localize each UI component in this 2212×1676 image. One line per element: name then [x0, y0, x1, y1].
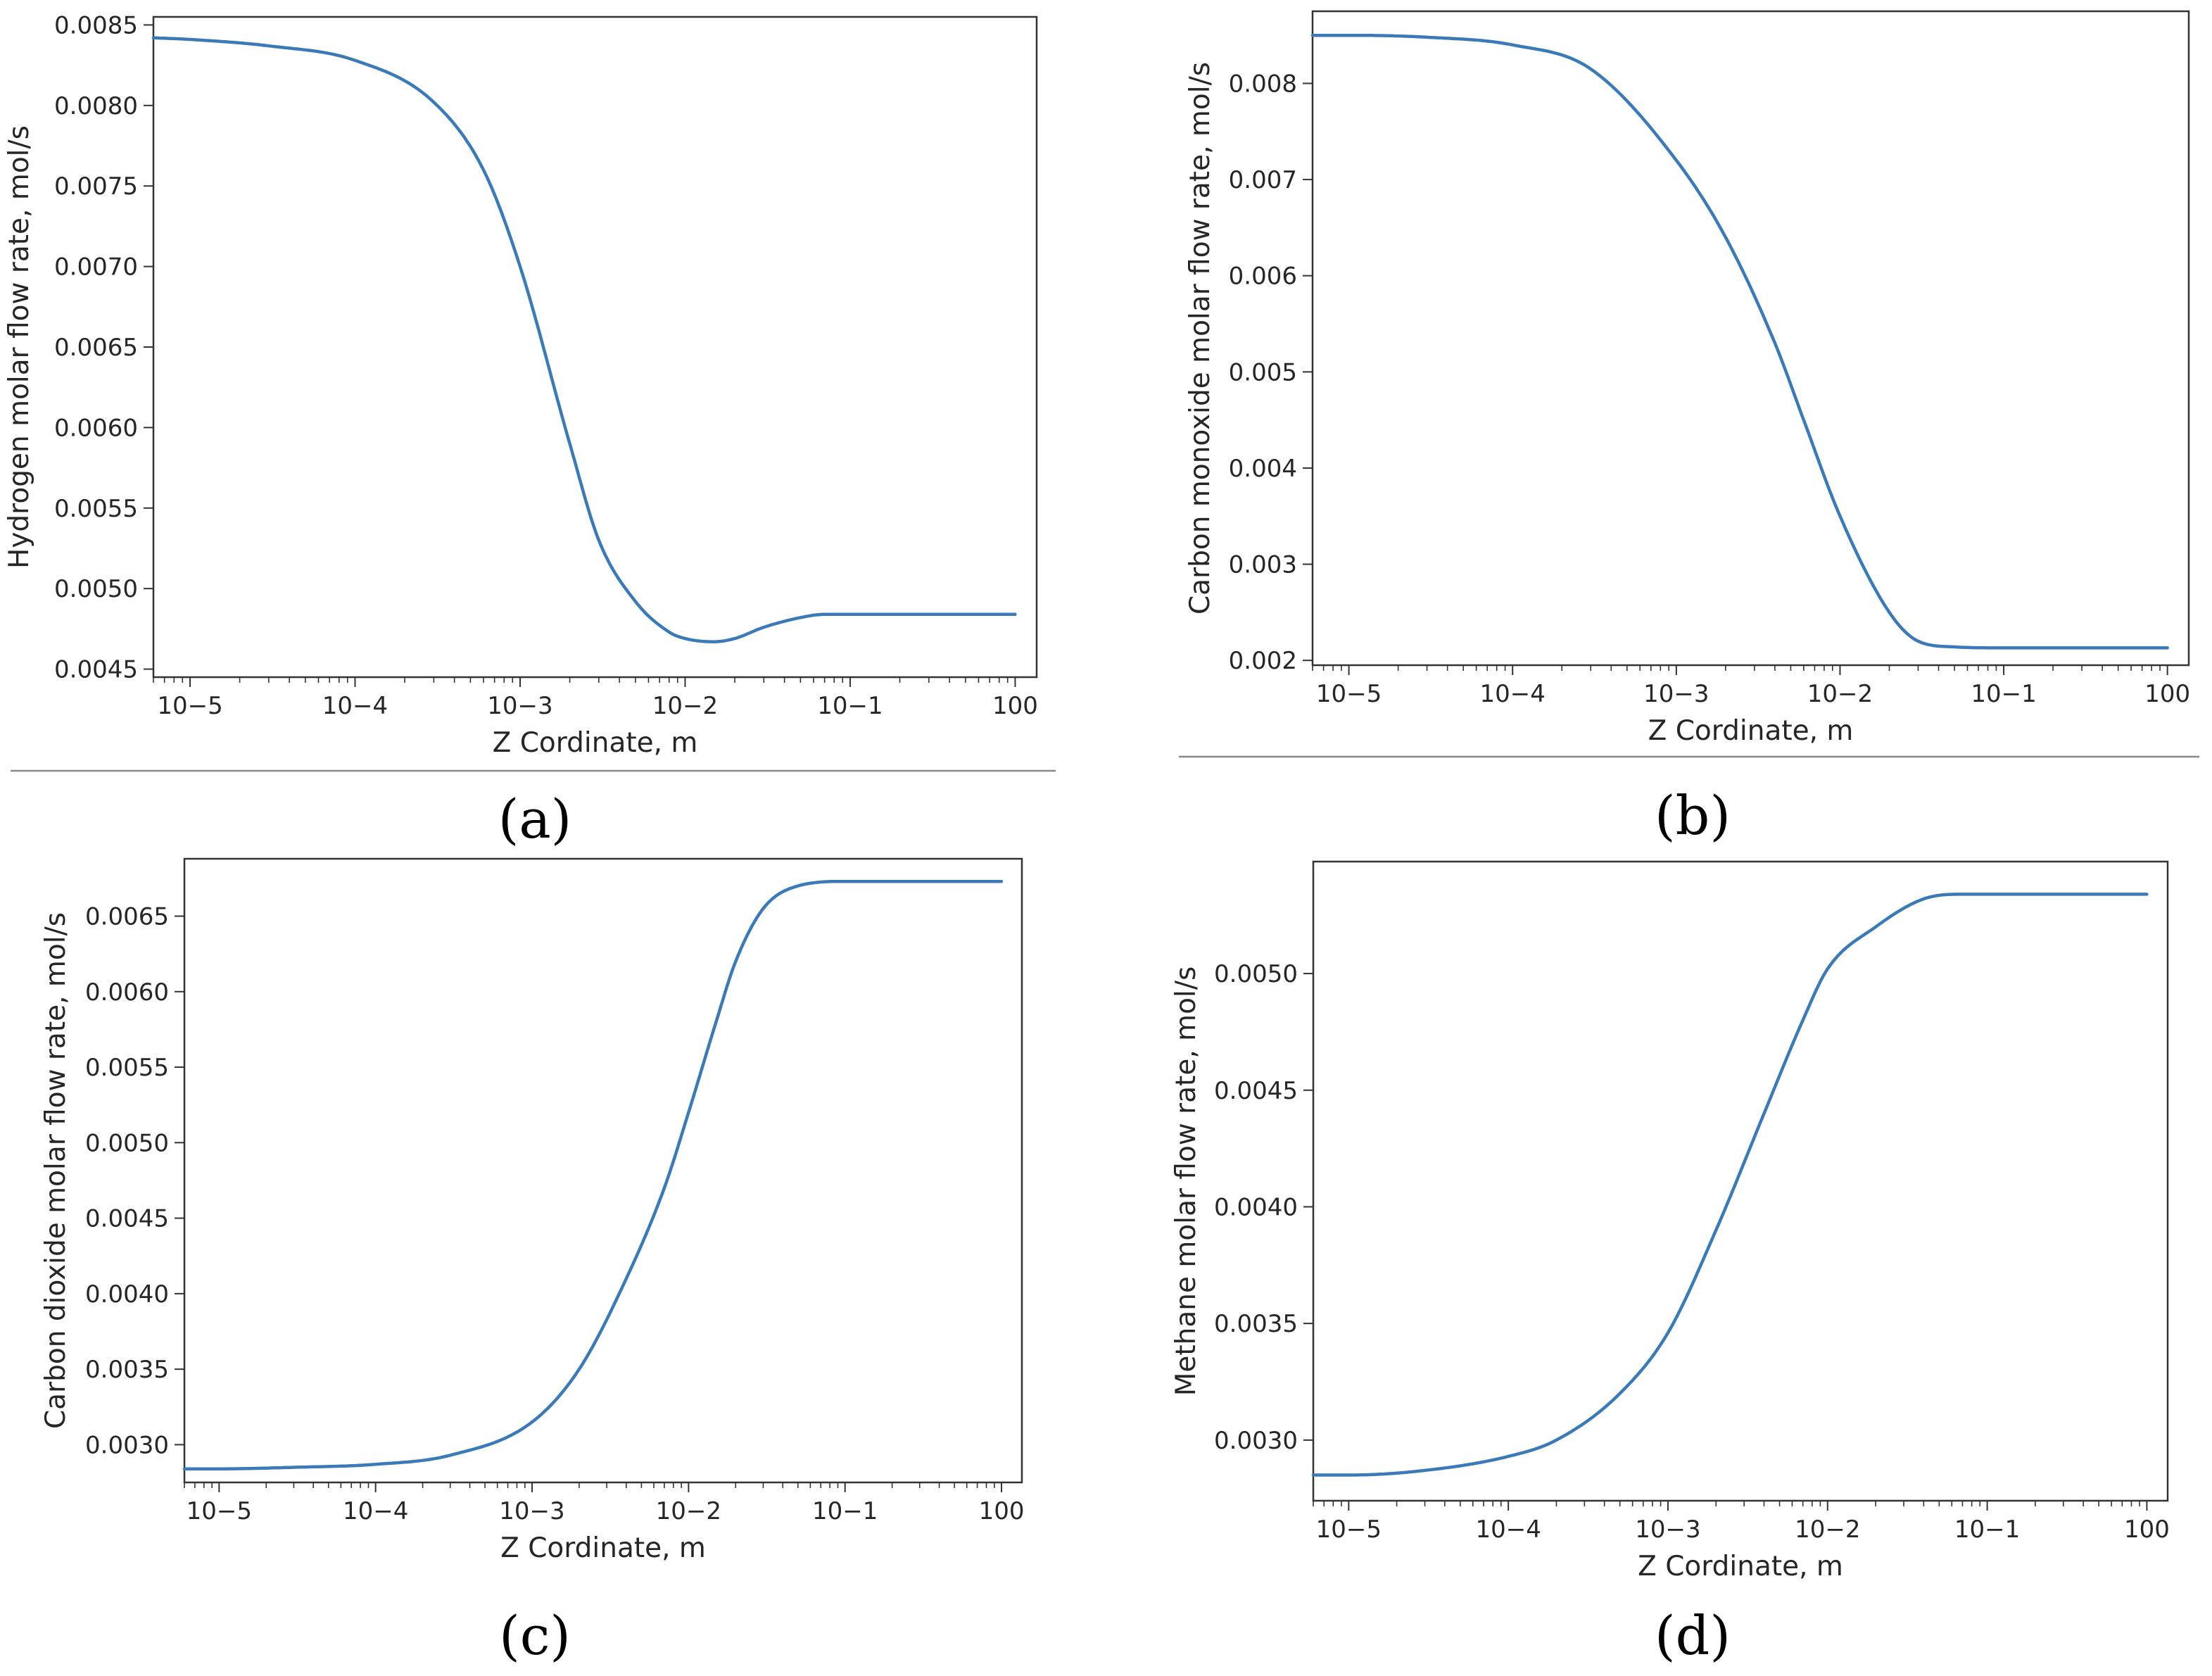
panel-a: 10−5 10−4 10−3 10−2 10−1 100 0.0045 0.0050 0.005…: [4, 11, 1038, 759]
x-tick-label: 10−5: [187, 1497, 252, 1525]
x-tick-label: 10−4: [343, 1497, 408, 1525]
series-line: [1311, 893, 2149, 1477]
x-axis-label: Z Cordinate, m: [493, 727, 698, 759]
series-line: [151, 36, 1017, 643]
y-tick-label: 0.0050: [85, 1129, 169, 1157]
y-axis-label: Hydrogen molar flow rate, mol/s: [4, 125, 35, 569]
x-tick-label: 10−4: [1480, 680, 1546, 708]
y-tick-label: 0.004: [1229, 455, 1297, 483]
y-tick-label: 0.007: [1229, 166, 1297, 194]
caption-c: (c): [499, 1604, 571, 1667]
series-line: [1310, 33, 2169, 650]
plot-frame: [1312, 860, 2169, 1502]
y-tick-label: 0.0065: [54, 334, 138, 362]
plot-frame: [1311, 10, 2190, 667]
x-tick-label: 100: [2144, 680, 2190, 708]
y-tick-label: 0.006: [1229, 263, 1297, 291]
x-axis-label: Z Cordinate, m: [1638, 1551, 1843, 1582]
y-axis-label: Carbon monoxide molar flow rate, mol/s: [1184, 62, 1216, 615]
x-tick-label: 10−3: [1635, 1516, 1700, 1544]
y-tick-label: 0.0065: [85, 903, 169, 931]
panel-d: 10−5 10−4 10−3 10−2 10−1 100 0.0030 0.0035 0.004…: [1170, 860, 2170, 1582]
x-tick-label: 100: [979, 1497, 1025, 1525]
y-tick-label: 0.0030: [85, 1431, 169, 1459]
caption-b: (b): [1655, 784, 1731, 847]
y-tick-label: 0.0050: [1214, 960, 1298, 988]
x-tick-label: 10−1: [817, 692, 883, 720]
x-axis-label: Z Cordinate, m: [1648, 715, 1854, 747]
y-tick-label: 0.002: [1229, 647, 1297, 675]
x-tick-label: 10−4: [1475, 1516, 1541, 1544]
x-tick-label: 10−4: [322, 692, 388, 720]
x-tick-label: 10−3: [1643, 680, 1709, 708]
x-tick-label: 100: [2124, 1516, 2170, 1544]
x-tick-label: 10−1: [1954, 1516, 2020, 1544]
y-tick-label: 0.0035: [85, 1356, 169, 1384]
x-tick-label: 10−5: [157, 692, 222, 720]
x-tick-label: 10−1: [1971, 680, 2036, 708]
y-tick-label: 0.0055: [54, 495, 138, 523]
x-tick-label: 10−3: [499, 1497, 564, 1525]
x-tick-label: 10−2: [652, 692, 718, 720]
y-tick-label: 0.0045: [1214, 1077, 1298, 1105]
series-line: [182, 879, 1004, 1470]
y-tick-label: 0.008: [1229, 70, 1297, 98]
y-axis-label: Methane molar flow rate, mol/s: [1170, 966, 1202, 1397]
y-tick-label: 0.0040: [1214, 1193, 1298, 1221]
y-tick-label: 0.0030: [1214, 1427, 1298, 1455]
y-tick-label: 0.003: [1229, 551, 1297, 579]
x-tick-label: 10−3: [487, 692, 552, 720]
y-tick-label: 0.005: [1229, 358, 1297, 386]
y-tick-label: 0.0085: [54, 11, 138, 39]
x-tick-label: 10−2: [656, 1497, 721, 1525]
panel-b: 10−5 10−4 10−3 10−2 10−1 100 0.002 0.003 0.004 0.…: [1184, 10, 2190, 747]
y-tick-label: 0.0080: [54, 92, 138, 120]
x-axis-label: Z Cordinate, m: [500, 1532, 706, 1564]
caption-a: (a): [498, 788, 572, 850]
x-tick-label: 10−5: [1316, 680, 1382, 708]
y-tick-label: 0.0070: [54, 253, 138, 282]
y-tick-label: 0.0050: [54, 575, 138, 603]
y-tick-label: 0.0040: [85, 1280, 169, 1309]
y-tick-label: 0.0075: [54, 172, 138, 201]
x-tick-label: 100: [992, 692, 1038, 720]
plot-frame: [183, 857, 1023, 1484]
y-tick-label: 0.0060: [85, 978, 169, 1007]
x-tick-label: 10−5: [1316, 1516, 1382, 1544]
caption-d: (d): [1655, 1604, 1731, 1667]
y-tick-label: 0.0045: [54, 656, 138, 684]
panel-c: 10−5 10−4 10−3 10−2 10−1 100 0.0030 0.0035 0.004…: [40, 857, 1025, 1564]
x-tick-label: 10−2: [1795, 1516, 1860, 1544]
y-axis-label: Carbon dioxide molar flow rate, mol/s: [40, 912, 72, 1429]
y-tick-label: 0.0055: [85, 1054, 169, 1082]
y-tick-label: 0.0045: [85, 1205, 169, 1233]
plot-frame: [152, 15, 1038, 679]
x-tick-label: 10−2: [1807, 680, 1873, 708]
y-tick-label: 0.0060: [54, 414, 138, 442]
x-tick-label: 10−1: [812, 1497, 878, 1525]
y-tick-label: 0.0035: [1214, 1310, 1298, 1338]
